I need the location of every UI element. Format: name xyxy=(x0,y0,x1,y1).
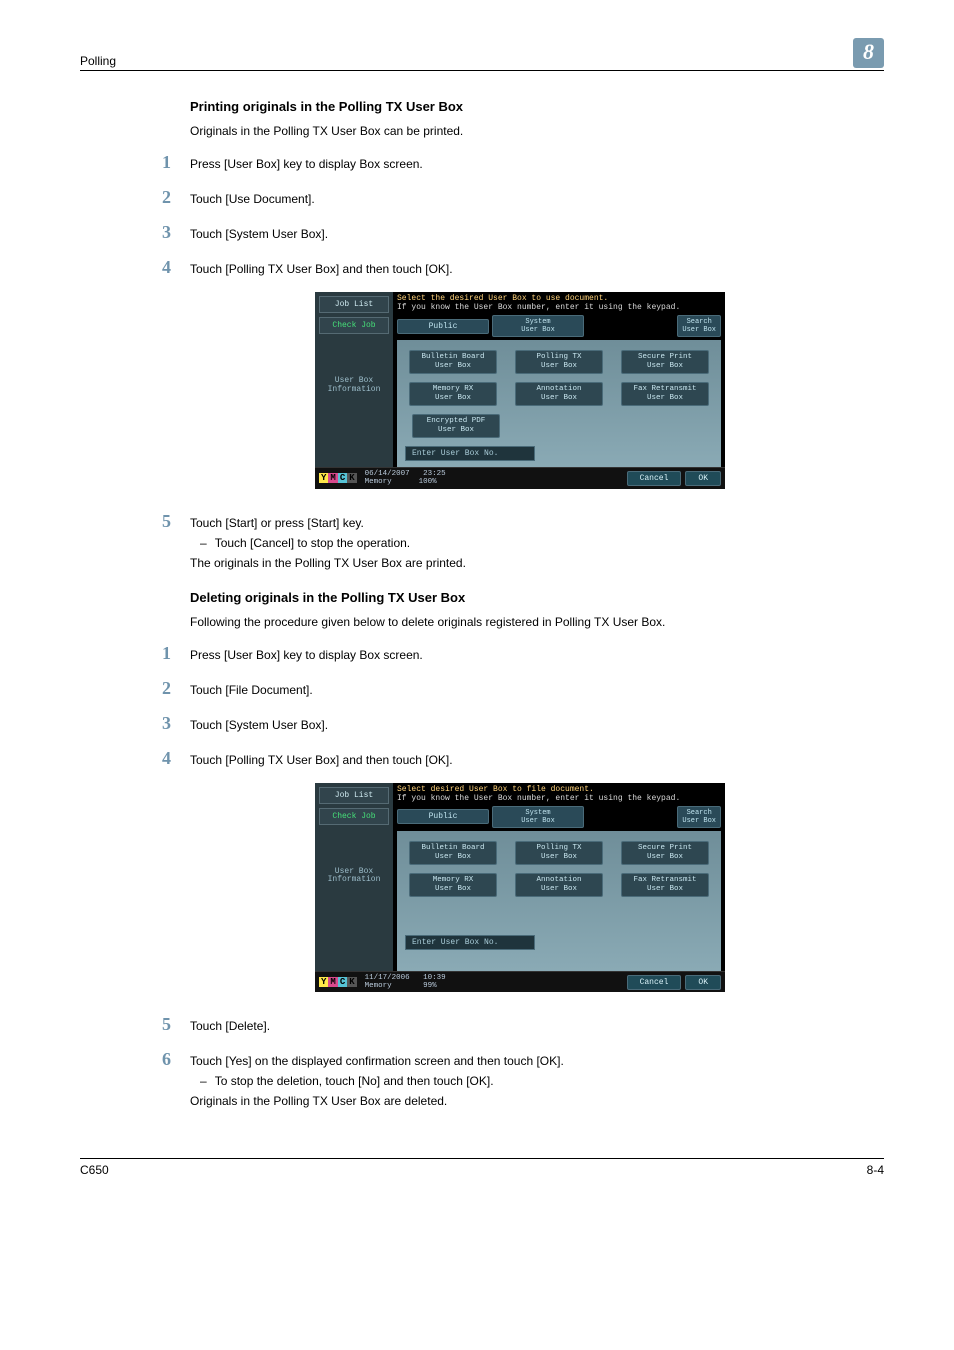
step-text: Touch [Start] or press [Start] key. xyxy=(190,516,884,530)
section1-intro: Originals in the Polling TX User Box can… xyxy=(190,124,884,138)
step-number: 1 xyxy=(162,152,190,173)
section2-title: Deleting originals in the Polling TX Use… xyxy=(190,590,884,605)
ui-panel-2: Job List Check Job User Box Information … xyxy=(315,783,725,993)
page-footer: C650 8-4 xyxy=(80,1158,884,1177)
polling-tx-box-button[interactable]: Polling TX User Box xyxy=(515,841,603,865)
annotation-box-button[interactable]: Annotation User Box xyxy=(515,873,603,897)
datetime-label: 06/14/2007 23:25 Memory 100% xyxy=(365,470,446,487)
footer-model: C650 xyxy=(80,1163,109,1177)
section1-steps: 1 Press [User Box] key to display Box sc… xyxy=(190,152,884,278)
bulletin-board-box-button[interactable]: Bulletin Board User Box xyxy=(409,841,497,865)
tab-system[interactable]: System User Box xyxy=(492,806,584,828)
secure-print-box-button[interactable]: Secure Print User Box xyxy=(621,350,709,374)
job-list-tab[interactable]: Job List xyxy=(319,296,389,313)
step-text: Touch [System User Box]. xyxy=(190,718,884,732)
fax-retransmit-box-button[interactable]: Fax Retransmit User Box xyxy=(621,382,709,406)
hint-line2: If you know the User Box number, enter i… xyxy=(397,794,721,803)
section2-steps: 1 Press [User Box] key to display Box sc… xyxy=(190,643,884,769)
step-number: 1 xyxy=(162,643,190,664)
check-job-tab[interactable]: Check Job xyxy=(319,317,389,334)
step-text: Press [User Box] key to display Box scre… xyxy=(190,157,884,171)
cancel-button[interactable]: Cancel xyxy=(627,975,682,990)
search-user-box-button[interactable]: Search User Box xyxy=(677,806,721,828)
chapter-badge: 8 xyxy=(853,38,884,68)
step-number: 3 xyxy=(162,713,190,734)
datetime-label: 11/17/2006 10:39 Memory 99% xyxy=(365,974,446,991)
page-header: Polling 8 xyxy=(80,38,884,71)
step-number: 3 xyxy=(162,222,190,243)
user-box-info-label: User Box Information xyxy=(319,865,389,889)
fax-retransmit-box-button[interactable]: Fax Retransmit User Box xyxy=(621,873,709,897)
toner-indicator: YMCK xyxy=(319,977,357,987)
step-number: 2 xyxy=(162,187,190,208)
step-number: 2 xyxy=(162,678,190,699)
ok-button[interactable]: OK xyxy=(685,975,721,990)
step-number: 4 xyxy=(162,748,190,769)
search-user-box-button[interactable]: Search User Box xyxy=(677,315,721,337)
section1-steps-cont: 5 Touch [Start] or press [Start] key. –T… xyxy=(190,511,884,570)
section1-title: Printing originals in the Polling TX Use… xyxy=(190,99,884,114)
step-number: 6 xyxy=(162,1049,190,1070)
footer-page: 8-4 xyxy=(867,1163,884,1177)
hint-line1: Select the desired User Box to use docum… xyxy=(397,294,721,303)
ui-panel-1: Job List Check Job User Box Information … xyxy=(315,292,725,489)
step-text: Touch [Polling TX User Box] and then tou… xyxy=(190,262,884,276)
step-result: The originals in the Polling TX User Box… xyxy=(190,556,884,570)
step-sub-note: –To stop the deletion, touch [No] and th… xyxy=(214,1074,884,1088)
polling-tx-box-button[interactable]: Polling TX User Box xyxy=(515,350,603,374)
memory-rx-box-button[interactable]: Memory RX User Box xyxy=(409,873,497,897)
check-job-tab[interactable]: Check Job xyxy=(319,808,389,825)
enter-box-no-field[interactable]: Enter User Box No. xyxy=(405,935,535,950)
step-number: 4 xyxy=(162,257,190,278)
tab-system[interactable]: System User Box xyxy=(492,315,584,337)
ok-button[interactable]: OK xyxy=(685,471,721,486)
secure-print-box-button[interactable]: Secure Print User Box xyxy=(621,841,709,865)
step-text: Touch [Delete]. xyxy=(190,1019,884,1033)
step-text: Touch [System User Box]. xyxy=(190,227,884,241)
bulletin-board-box-button[interactable]: Bulletin Board User Box xyxy=(409,350,497,374)
section2-intro: Following the procedure given below to d… xyxy=(190,615,884,629)
hint-line2: If you know the User Box number, enter i… xyxy=(397,303,721,312)
toner-indicator: YMCK xyxy=(319,473,357,483)
user-box-info-label: User Box Information xyxy=(319,374,389,398)
step-text: Touch [File Document]. xyxy=(190,683,884,697)
cancel-button[interactable]: Cancel xyxy=(627,471,682,486)
step-result: Originals in the Polling TX User Box are… xyxy=(190,1094,884,1108)
job-list-tab[interactable]: Job List xyxy=(319,787,389,804)
section2-steps-cont: 5 Touch [Delete]. 6 Touch [Yes] on the d… xyxy=(190,1014,884,1108)
encrypted-pdf-box-button[interactable]: Encrypted PDF User Box xyxy=(412,414,500,438)
step-text: Press [User Box] key to display Box scre… xyxy=(190,648,884,662)
step-text: Touch [Polling TX User Box] and then tou… xyxy=(190,753,884,767)
step-number: 5 xyxy=(162,511,190,532)
step-text: Touch [Use Document]. xyxy=(190,192,884,206)
step-sub-note: –Touch [Cancel] to stop the operation. xyxy=(214,536,884,550)
enter-box-no-field[interactable]: Enter User Box No. xyxy=(405,446,535,461)
tab-public[interactable]: Public xyxy=(397,809,489,824)
annotation-box-button[interactable]: Annotation User Box xyxy=(515,382,603,406)
header-section: Polling xyxy=(80,54,116,68)
hint-line1: Select desired User Box to file document… xyxy=(397,785,721,794)
step-number: 5 xyxy=(162,1014,190,1035)
memory-rx-box-button[interactable]: Memory RX User Box xyxy=(409,382,497,406)
tab-public[interactable]: Public xyxy=(397,319,489,334)
step-text: Touch [Yes] on the displayed confirmatio… xyxy=(190,1054,884,1068)
